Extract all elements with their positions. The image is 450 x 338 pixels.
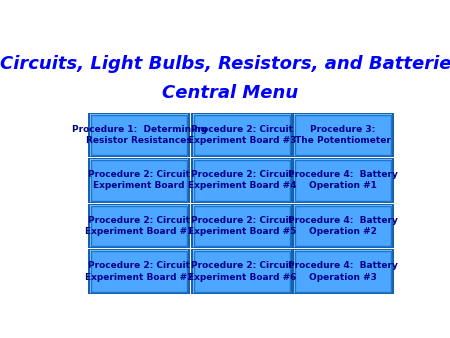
FancyBboxPatch shape bbox=[91, 115, 187, 155]
FancyBboxPatch shape bbox=[194, 251, 290, 292]
Text: Procedure 2: Circuit
Experiment Board #2: Procedure 2: Circuit Experiment Board #2 bbox=[85, 262, 193, 282]
FancyBboxPatch shape bbox=[292, 204, 394, 248]
Text: Procedure 2: Circuit
Experiment Board #3: Procedure 2: Circuit Experiment Board #3 bbox=[188, 125, 296, 145]
FancyBboxPatch shape bbox=[90, 250, 189, 293]
Text: Procedure 2: Circuit
Experiment Board #4: Procedure 2: Circuit Experiment Board #4 bbox=[188, 170, 296, 191]
Text: Procedure 4:  Battery
Operation #3: Procedure 4: Battery Operation #3 bbox=[288, 262, 398, 282]
FancyBboxPatch shape bbox=[295, 115, 391, 155]
FancyBboxPatch shape bbox=[295, 251, 391, 292]
Text: Procedure 3:
The Potentiometer: Procedure 3: The Potentiometer bbox=[295, 125, 391, 145]
FancyBboxPatch shape bbox=[194, 206, 290, 246]
FancyBboxPatch shape bbox=[88, 113, 190, 157]
FancyBboxPatch shape bbox=[295, 206, 391, 246]
FancyBboxPatch shape bbox=[294, 205, 392, 247]
FancyBboxPatch shape bbox=[191, 249, 292, 294]
FancyBboxPatch shape bbox=[91, 206, 187, 246]
Text: Procedure 4:  Battery
Operation #1: Procedure 4: Battery Operation #1 bbox=[288, 170, 398, 191]
Text: Central Menu: Central Menu bbox=[162, 83, 299, 102]
FancyBboxPatch shape bbox=[292, 113, 394, 157]
FancyBboxPatch shape bbox=[193, 205, 291, 247]
FancyBboxPatch shape bbox=[292, 158, 394, 203]
FancyBboxPatch shape bbox=[88, 249, 190, 294]
FancyBboxPatch shape bbox=[88, 158, 190, 203]
FancyBboxPatch shape bbox=[193, 159, 291, 202]
Text: Procedure 2: Circuit
Experiment Board #5: Procedure 2: Circuit Experiment Board #5 bbox=[188, 216, 296, 236]
FancyBboxPatch shape bbox=[91, 160, 187, 201]
FancyBboxPatch shape bbox=[194, 160, 290, 201]
FancyBboxPatch shape bbox=[191, 113, 292, 157]
FancyBboxPatch shape bbox=[295, 160, 391, 201]
FancyBboxPatch shape bbox=[90, 205, 189, 247]
FancyBboxPatch shape bbox=[294, 159, 392, 202]
FancyBboxPatch shape bbox=[294, 114, 392, 156]
FancyBboxPatch shape bbox=[90, 159, 189, 202]
Text: Procedure 4:  Battery
Operation #2: Procedure 4: Battery Operation #2 bbox=[288, 216, 398, 236]
FancyBboxPatch shape bbox=[90, 114, 189, 156]
Text: Procedure 2: Circuit
Experiment Board: Procedure 2: Circuit Experiment Board bbox=[88, 170, 190, 191]
Text: Procedure 2: Circuit
Experiment Board #6: Procedure 2: Circuit Experiment Board #6 bbox=[188, 262, 296, 282]
FancyBboxPatch shape bbox=[91, 251, 187, 292]
Text: Circuits, Light Bulbs, Resistors, and Batteries: Circuits, Light Bulbs, Resistors, and Ba… bbox=[0, 55, 450, 73]
FancyBboxPatch shape bbox=[191, 158, 292, 203]
FancyBboxPatch shape bbox=[194, 115, 290, 155]
FancyBboxPatch shape bbox=[191, 204, 292, 248]
FancyBboxPatch shape bbox=[88, 204, 190, 248]
Text: Procedure 1:  Determining
Resistor Resistances: Procedure 1: Determining Resistor Resist… bbox=[72, 125, 207, 145]
FancyBboxPatch shape bbox=[193, 250, 291, 293]
Text: Procedure 2: Circuit
Experiment Board #1: Procedure 2: Circuit Experiment Board #1 bbox=[85, 216, 193, 236]
FancyBboxPatch shape bbox=[193, 114, 291, 156]
FancyBboxPatch shape bbox=[294, 250, 392, 293]
FancyBboxPatch shape bbox=[292, 249, 394, 294]
